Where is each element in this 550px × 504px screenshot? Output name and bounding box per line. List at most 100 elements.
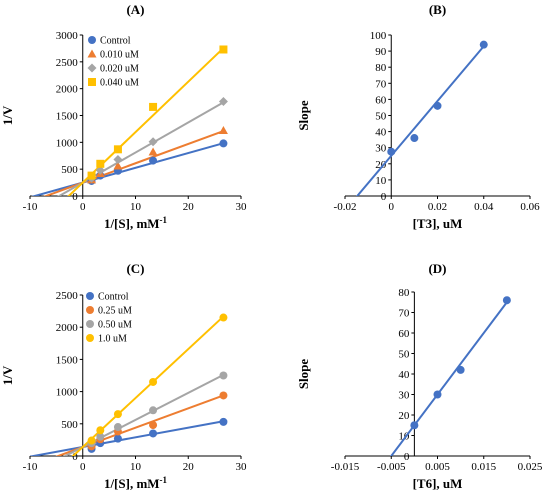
data-point	[113, 161, 123, 170]
panel-label: (D)	[428, 261, 446, 276]
data-point	[149, 429, 158, 438]
y-tick-label: 0	[404, 451, 410, 463]
y-tick-label: 60	[375, 94, 387, 106]
y-tick-label: 50	[398, 349, 410, 361]
data-point	[113, 155, 123, 165]
data-point	[149, 102, 158, 111]
y-tick-label: 0	[72, 451, 78, 463]
chart-panel-c: (C) 0 500 1000 1500 2000 2500 -10 0 10 20 30 1/[S], …	[0, 261, 248, 491]
data-point	[219, 371, 228, 380]
y-tick-label: 100	[370, 30, 387, 42]
y-tick-label: 70	[375, 78, 387, 90]
x-tick-label: 0.04	[474, 201, 494, 213]
data-point	[113, 410, 122, 419]
legend-entry: 0.040 uM	[100, 78, 139, 89]
x-tick-label: 0.025	[518, 461, 543, 473]
legend-entry: 0.010 uM	[100, 50, 139, 61]
y-tick-label: 2000	[56, 84, 79, 96]
x-tick-label: 0.015	[471, 461, 496, 473]
y-tick-label: 2000	[56, 322, 79, 334]
legend-entry: 0.020 uM	[100, 64, 139, 75]
y-tick-label: 30	[398, 390, 410, 402]
y-tick-label: 60	[398, 328, 410, 340]
x-tick-label: 0	[80, 461, 86, 473]
legend-entry: 1.0 uM	[98, 334, 127, 345]
data-point	[387, 147, 396, 156]
x-tick-label: 30	[236, 461, 248, 473]
y-tick-label: 500	[61, 419, 78, 431]
y-tick-label: 1500	[56, 111, 79, 123]
data-point	[113, 423, 122, 432]
y-tick-label: 2500	[56, 57, 79, 69]
data-point	[149, 421, 158, 430]
legend-marker	[87, 63, 97, 73]
legend-marker	[87, 49, 97, 58]
data-point	[148, 137, 158, 147]
data-point	[148, 147, 158, 156]
trendline-0-010-um	[43, 130, 224, 196]
data-point	[502, 296, 511, 305]
x-axis-title: [T3], uM	[413, 216, 463, 231]
y-tick-label: 30	[375, 143, 387, 155]
y-tick-label: 70	[398, 308, 410, 320]
data-point	[219, 391, 228, 400]
data-point	[218, 126, 228, 135]
data-point	[87, 171, 96, 180]
legend-marker	[86, 334, 94, 342]
x-tick-label: -10	[23, 201, 38, 213]
data-point	[149, 156, 158, 165]
chart-panel-d: (D) 0 10 20 30 40 50 60 70 80 -0.015 -0.005 0.005 0.0…	[296, 261, 543, 491]
panel-label: (C)	[126, 261, 144, 276]
chart-panel-b: (B) 0 10 20 30 40 50 60 70 80 90 100 -0.02 0 0.02 0.04 0…	[296, 2, 540, 231]
data-point	[218, 97, 228, 107]
data-point	[113, 145, 122, 154]
x-tick-label: 0.02	[428, 201, 447, 213]
data-point	[113, 434, 122, 443]
y-axis-title: 1/V	[0, 365, 15, 385]
data-point	[433, 101, 442, 110]
panel-label: (B)	[429, 2, 446, 17]
legend-marker	[86, 292, 94, 300]
x-tick-label: -10	[23, 461, 38, 473]
x-tick-label: 0.06	[520, 201, 540, 213]
y-tick-label: 10	[375, 175, 387, 187]
y-axis-title: Slope	[296, 359, 311, 390]
data-point	[456, 365, 465, 374]
y-tick-label: 3000	[56, 30, 79, 42]
data-point	[96, 426, 105, 435]
legend-marker	[86, 320, 94, 328]
x-axis-title: [T6], uM	[413, 476, 463, 491]
legend-entry: 0.25 uM	[98, 306, 132, 317]
data-point	[410, 421, 419, 430]
data-point	[219, 45, 228, 54]
data-point	[410, 134, 419, 143]
y-tick-label: 20	[398, 410, 410, 422]
trendline-0-25-um	[55, 394, 224, 456]
x-tick-label: 20	[183, 201, 195, 213]
y-tick-label: 2500	[56, 290, 79, 302]
y-tick-label: 0	[381, 191, 387, 203]
y-tick-label: 1500	[56, 354, 79, 366]
y-tick-label: 80	[398, 287, 410, 299]
x-tick-label: 30	[236, 201, 248, 213]
data-point	[96, 159, 105, 168]
trendline-0-040-um	[67, 47, 225, 196]
y-tick-label: 40	[398, 369, 410, 381]
legend-entry: Control	[100, 36, 131, 47]
trendline-fit	[355, 45, 485, 196]
x-tick-label: 10	[130, 201, 142, 213]
y-axis-title: 1/V	[0, 105, 15, 125]
legend-entry: Control	[98, 292, 129, 303]
data-point	[433, 390, 442, 399]
y-tick-label: 90	[375, 46, 387, 58]
data-point	[149, 406, 158, 415]
y-tick-label: 10	[398, 431, 410, 443]
y-tick-label: 1000	[56, 137, 79, 149]
y-tick-label: 0	[72, 191, 78, 203]
legend-marker	[88, 78, 96, 86]
trendline-fit	[389, 301, 508, 456]
y-tick-label: 50	[375, 111, 387, 123]
x-tick-label: -0.005	[377, 461, 406, 473]
data-point	[149, 377, 158, 386]
